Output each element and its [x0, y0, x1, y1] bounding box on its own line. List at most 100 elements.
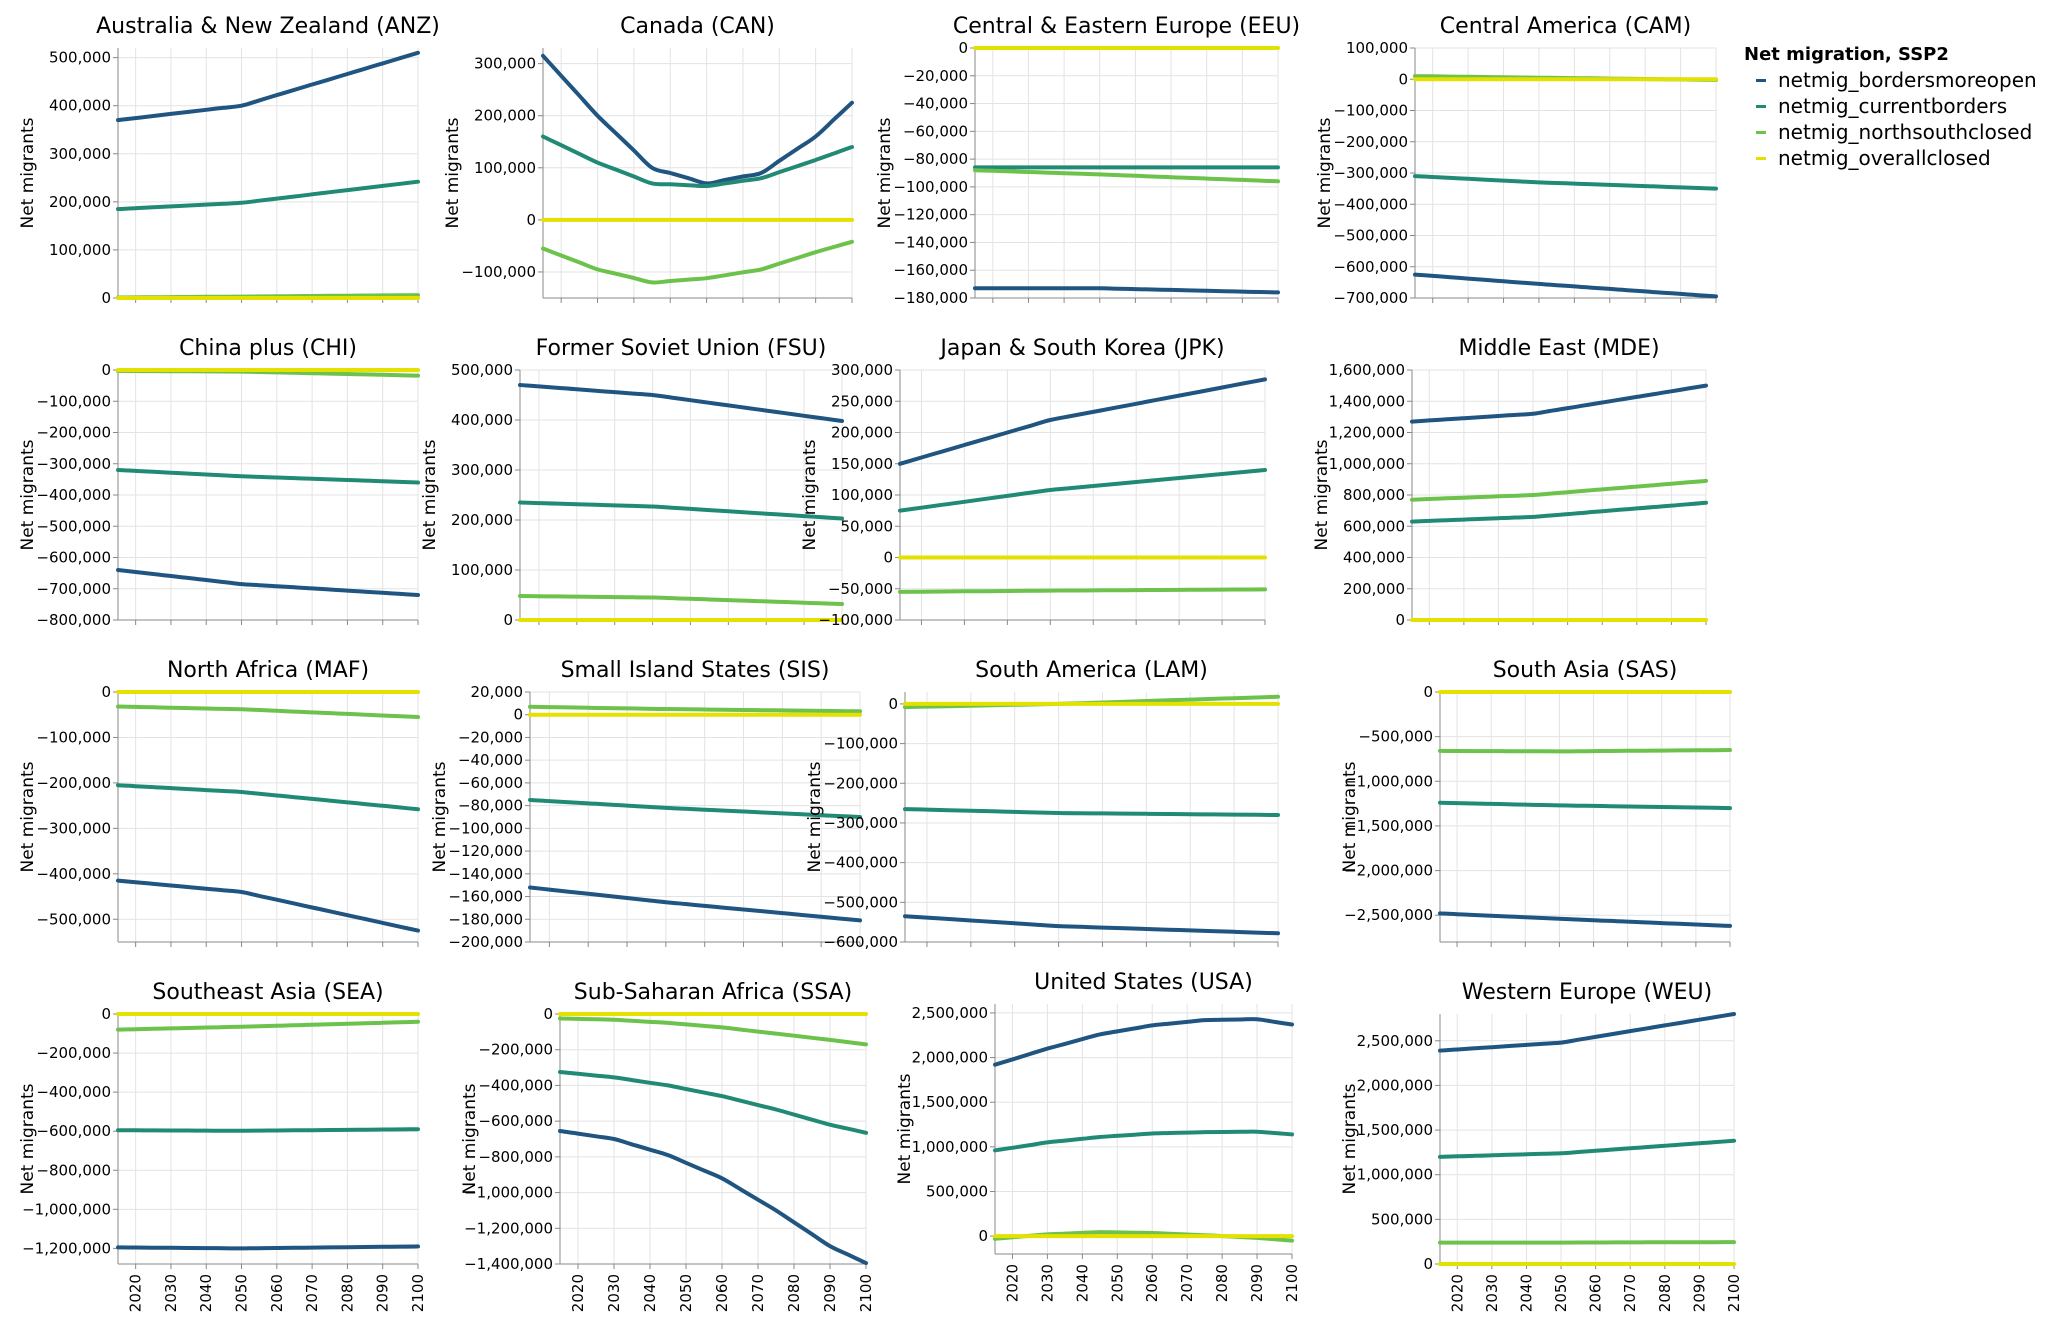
y-tick-label: −100,000 — [461, 263, 536, 281]
panel-ssa: 0 −200,000 −400,000 −600,000 −800,000 −1,000,… — [460, 980, 875, 1312]
series-line-netmig_bordersmoreopen — [1438, 1012, 1736, 1053]
y-axis-label: Net migrants — [420, 439, 440, 550]
y-tick-label: −80,000 — [458, 797, 523, 815]
y-tick-label: 300,000 — [831, 361, 893, 379]
y-tick-label: −2,000,000 — [1344, 862, 1433, 880]
y-tick-label: −600,000 — [36, 549, 111, 567]
x-tick-label: 2020 — [127, 1274, 145, 1312]
chart-title-sas: South Asia (SAS) — [1493, 658, 1678, 683]
x-tick-label: 2100 — [857, 1274, 875, 1312]
legend-label: netmig_bordersmoreopen — [1778, 68, 2037, 92]
y-tick-label: 0 — [543, 1005, 553, 1023]
x-tick-label: 2100 — [409, 1274, 427, 1312]
y-tick-label: −600,000 — [1333, 258, 1408, 276]
chart-title-can: Canada (CAN) — [620, 14, 775, 39]
y-tick-label: −400,000 — [36, 486, 111, 504]
legend: Net migration, SSP2 netmig_bordersmoreop… — [1744, 44, 2037, 171]
panel-sis: 20,000 0 −20,000 −40,000 −60,000 −80,000 −100,… — [430, 658, 862, 951]
panel-cam: 100,000 0 −100,000 −200,000 −300,000 −400,000… — [1315, 14, 1718, 307]
chart-title-lam: South America (LAM) — [975, 658, 1208, 683]
chart-title-fsu: Former Soviet Union (FSU) — [536, 336, 827, 361]
x-tick-label: 2080 — [1213, 1264, 1231, 1302]
panel-mde: 0 200,000 400,000 600,000 800,000 1,000,000 1,… — [1312, 336, 1708, 629]
panel-maf: 0 −100,000 −200,000 −300,000 −400,000 −500,00… — [18, 658, 420, 947]
y-tick-label: 0 — [1395, 611, 1405, 629]
y-tick-label: −100,000 — [818, 611, 893, 629]
x-tick-label: 2060 — [1587, 1274, 1605, 1312]
series-line-netmig_bordersmoreopen — [541, 53, 854, 186]
series-line-netmig_bordersmoreopen — [116, 878, 420, 933]
y-tick-label: 0 — [1398, 70, 1408, 88]
x-tick-label: 2070 — [749, 1274, 767, 1312]
legend-item-overallclosed[interactable]: netmig_overallclosed — [1744, 145, 2037, 171]
chart-title-mde: Middle East (MDE) — [1458, 336, 1659, 361]
y-tick-label: −1,000,000 — [22, 1200, 111, 1218]
series-line-netmig_currentborders — [1438, 800, 1732, 811]
x-tick-label: 2060 — [268, 1274, 286, 1312]
y-tick-label: −200,000 — [823, 774, 898, 792]
y-tick-label: −1,000,000 — [1344, 772, 1433, 790]
y-tick-label: −600,000 — [478, 1112, 553, 1130]
y-tick-label: 200,000 — [49, 193, 111, 211]
x-tick-label: 2040 — [197, 1274, 215, 1312]
y-tick-label: 0 — [101, 289, 111, 307]
legend-item-currentborders[interactable]: netmig_currentborders — [1744, 93, 2037, 119]
x-tick-label: 2030 — [1038, 1264, 1056, 1302]
y-tick-label: 1,500,000 — [912, 1093, 988, 1111]
y-tick-label: −400,000 — [36, 1083, 111, 1101]
y-tick-label: 500,000 — [451, 361, 513, 379]
chart-title-anz: Australia & New Zealand (ANZ) — [96, 14, 440, 39]
panel-usa: 0 500,000 1,000,000 1,500,000 2,000,000 2,500… — [895, 970, 1301, 1302]
series-line-netmig_northsouthclosed — [116, 1019, 420, 1032]
y-tick-label: 2,500,000 — [912, 1004, 988, 1022]
series-line-netmig_currentborders — [541, 134, 854, 189]
y-tick-label: −800,000 — [36, 1161, 111, 1179]
y-tick-label: −40,000 — [458, 751, 523, 769]
x-tick-label: 2040 — [641, 1274, 659, 1312]
series-line-netmig_bordersmoreopen — [558, 1129, 868, 1266]
y-tick-label: 0 — [101, 1005, 111, 1023]
y-tick-label: −120,000 — [893, 206, 968, 224]
y-tick-label: −50,000 — [828, 580, 893, 598]
x-tick-label: 2080 — [338, 1274, 356, 1312]
y-axis-label: Net migrants — [805, 761, 825, 872]
y-tick-label: −160,000 — [448, 888, 523, 906]
y-tick-label: 0 — [503, 611, 513, 629]
chart-title-chi: China plus (CHI) — [179, 336, 357, 361]
legend-swatch — [1756, 78, 1766, 82]
x-tick-label: 2090 — [1690, 1274, 1708, 1312]
y-tick-label: −200,000 — [36, 774, 111, 792]
y-tick-label: −100,000 — [448, 819, 523, 837]
legend-item-bordersmoreopen[interactable]: netmig_bordersmoreopen — [1744, 67, 2037, 93]
y-tick-label: −300,000 — [36, 455, 111, 473]
y-tick-label: 500,000 — [1371, 1210, 1433, 1228]
series-line-netmig_currentborders — [116, 783, 420, 812]
x-tick-label: 2090 — [821, 1274, 839, 1312]
x-tick-label: 2020 — [569, 1274, 587, 1312]
y-tick-label: 400,000 — [451, 411, 513, 429]
series-line-netmig_bordersmoreopen — [1410, 383, 1708, 424]
x-tick-label: 2070 — [303, 1274, 321, 1312]
legend-label: netmig_overallclosed — [1778, 146, 1991, 170]
y-tick-label: −200,000 — [1333, 133, 1408, 151]
y-tick-label: 200,000 — [1343, 580, 1405, 598]
y-axis-label: Net migrants — [875, 117, 895, 228]
series-line-netmig_bordersmoreopen — [116, 50, 420, 123]
chart-title-ssa: Sub-Saharan Africa (SSA) — [574, 980, 852, 1005]
panel-weu: 0 500,000 1,000,000 1,500,000 2,000,000 2,500… — [1340, 980, 1743, 1312]
y-tick-label: −500,000 — [36, 910, 111, 928]
y-tick-label: −2,500,000 — [1344, 906, 1433, 924]
chart-title-jpk: Japan & South Korea (JPK) — [938, 336, 1224, 361]
y-tick-label: −800,000 — [478, 1148, 553, 1166]
y-tick-label: 100,000 — [451, 561, 513, 579]
legend-item-northsouthclosed[interactable]: netmig_northsouthclosed — [1744, 119, 2037, 145]
y-tick-label: −700,000 — [36, 580, 111, 598]
series-line-netmig_northsouthclosed — [1410, 478, 1708, 502]
y-tick-label: 0 — [1423, 1255, 1433, 1273]
y-tick-label: 600,000 — [1343, 517, 1405, 535]
chart-title-sis: Small Island States (SIS) — [561, 658, 830, 683]
series-line-netmig_bordersmoreopen — [528, 885, 862, 923]
y-tick-label: −500,000 — [1358, 728, 1433, 746]
y-tick-label: −1,000,000 — [464, 1184, 553, 1202]
